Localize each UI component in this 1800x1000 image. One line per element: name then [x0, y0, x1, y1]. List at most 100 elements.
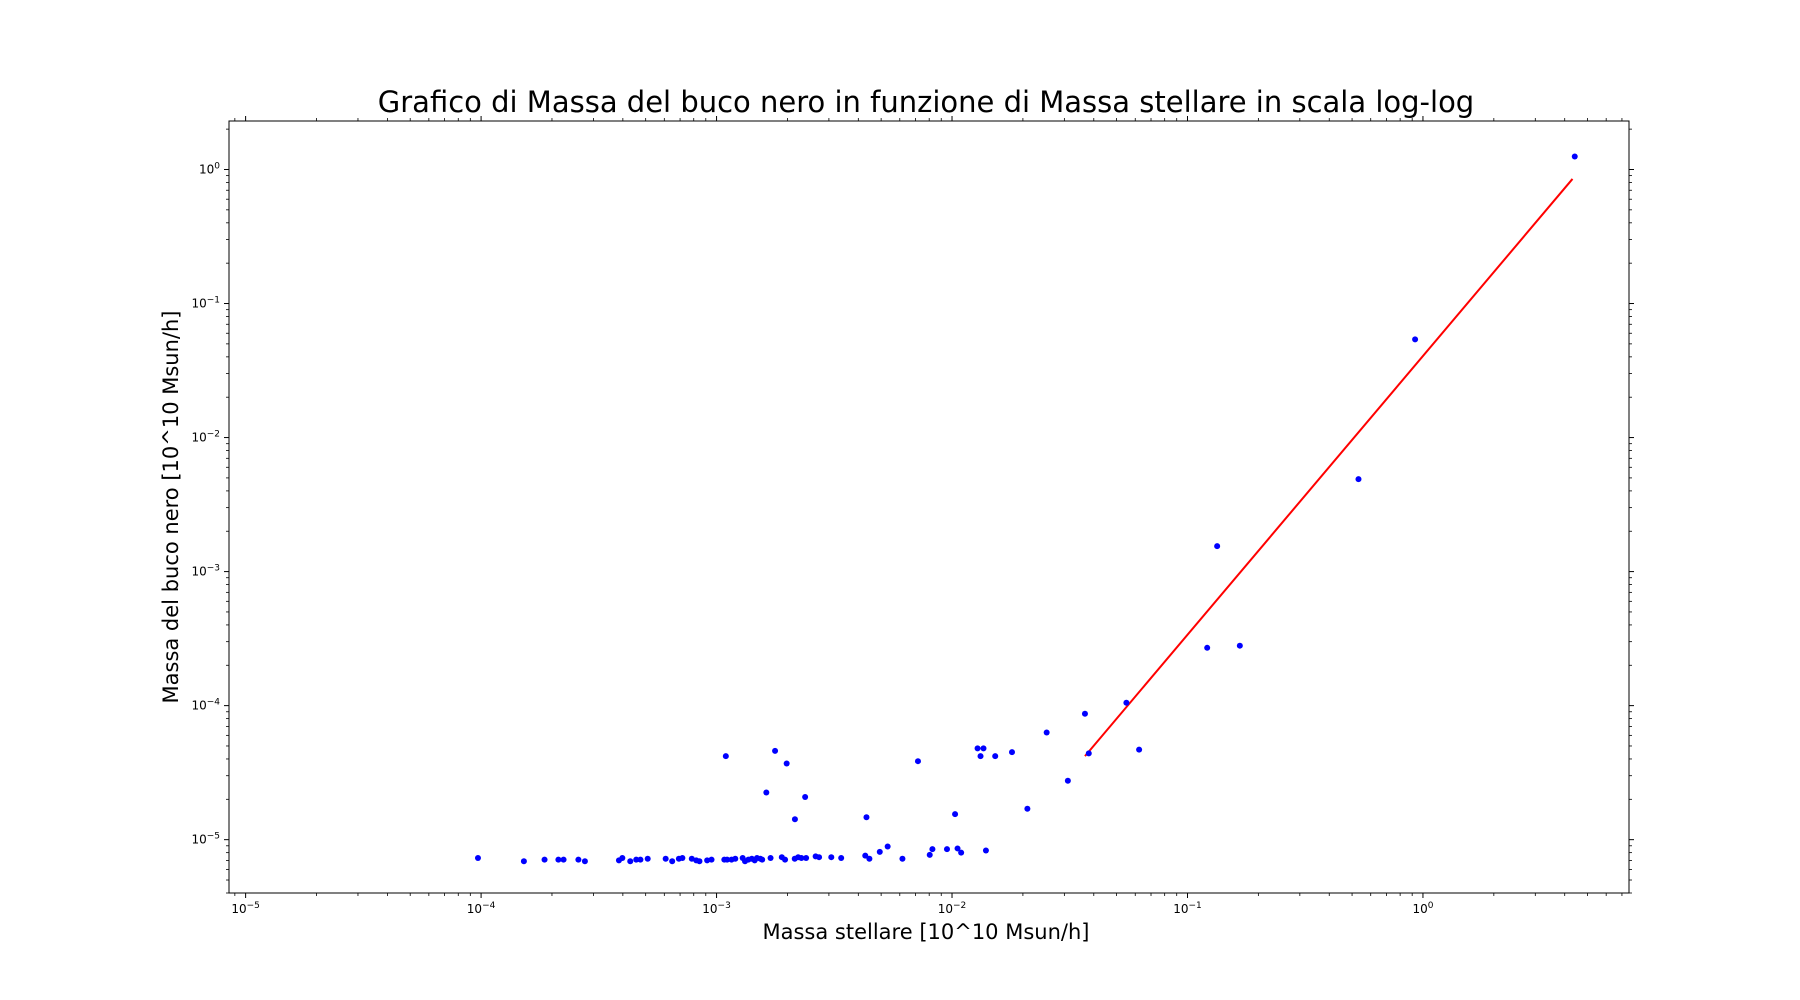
y-tick-exponent: −4 [207, 698, 221, 708]
data-point [943, 846, 950, 853]
plot-area [228, 120, 1630, 894]
x-axis-ticks: 10−5 10−4 10−3 10−2 10−1 100 [231, 116, 1623, 916]
data-point [1085, 750, 1092, 757]
y-tick-label: 10−5 [191, 832, 220, 847]
data-point [863, 814, 870, 821]
y-tick-base: 10 [191, 431, 206, 445]
data-point [926, 851, 933, 858]
fit-line-layer [1084, 178, 1574, 757]
data-point [627, 858, 634, 865]
x-tick-exponent: −4 [482, 901, 496, 911]
data-point [798, 854, 805, 861]
y-tick-label: 10−3 [191, 564, 220, 579]
data-point [1009, 749, 1015, 756]
data-point [802, 794, 809, 801]
data-point [782, 856, 789, 863]
x-tick-label: 10−5 [231, 901, 260, 916]
y-tick-label: 10−4 [191, 698, 220, 713]
x-tick-exponent: −3 [718, 901, 731, 911]
data-point [929, 846, 936, 853]
data-point [982, 847, 989, 854]
x-tick-label: 100 [1412, 901, 1433, 916]
data-point [637, 856, 644, 863]
data-point [791, 816, 798, 823]
data-point [619, 854, 626, 861]
data-point [722, 753, 729, 760]
y-tick-exponent: −3 [207, 564, 220, 574]
chart-title: Grafico di Massa del buco nero in funzio… [378, 85, 1474, 119]
x-tick-base: 10 [1173, 902, 1188, 916]
data-point [828, 854, 835, 861]
y-tick-label: 100 [199, 161, 220, 176]
data-point [662, 855, 669, 862]
data-point [1123, 699, 1130, 706]
x-tick-exponent: −5 [247, 901, 260, 911]
data-point [1081, 710, 1088, 717]
data-point [708, 856, 715, 863]
data-point [992, 753, 999, 760]
data-point [633, 856, 640, 863]
data-point [560, 856, 567, 863]
y-tick-base: 10 [191, 833, 206, 847]
y-tick-base: 10 [191, 565, 206, 579]
data-point [1024, 805, 1031, 812]
data-point [696, 858, 703, 865]
data-point [884, 843, 891, 850]
data-point [669, 858, 676, 865]
data-point [1204, 644, 1211, 651]
data-point [1412, 336, 1419, 343]
data-point [772, 747, 779, 754]
x-tick-exponent: −1 [1188, 901, 1201, 911]
x-tick-label: 10−1 [1173, 901, 1202, 916]
data-point [555, 856, 562, 863]
data-point [866, 855, 873, 862]
y-tick-exponent: −5 [207, 832, 220, 842]
data-point [958, 849, 965, 856]
x-tick-exponent: −2 [953, 901, 966, 911]
x-tick-base: 10 [467, 902, 482, 916]
data-point [732, 855, 739, 862]
data-point [520, 858, 527, 865]
data-point [763, 789, 770, 796]
x-tick-label: 10−4 [467, 901, 496, 916]
y-axis-label: Massa del buco nero [10^10 Msun/h] [159, 311, 183, 704]
fit-line [1084, 178, 1574, 757]
x-tick-base: 10 [1412, 902, 1427, 916]
data-point [759, 856, 766, 863]
y-tick-base: 10 [191, 699, 206, 713]
data-point [1064, 777, 1071, 784]
data-point [952, 811, 959, 818]
y-tick-label: 10−1 [191, 296, 220, 311]
x-tick-base: 10 [702, 902, 717, 916]
y-tick-label: 10−2 [191, 430, 220, 445]
data-point [1043, 729, 1050, 736]
data-point [974, 745, 981, 752]
data-point [1236, 642, 1243, 649]
data-point [980, 745, 987, 752]
data-point [783, 760, 790, 767]
data-point [1571, 153, 1578, 160]
data-point [767, 854, 774, 861]
data-point [954, 845, 961, 852]
data-point [899, 855, 906, 862]
data-points-layer [474, 153, 1578, 865]
data-point [803, 854, 810, 861]
data-point [914, 758, 921, 765]
data-point [679, 854, 686, 861]
data-point [724, 856, 731, 863]
x-tick-base: 10 [231, 902, 246, 916]
data-point [474, 854, 481, 861]
data-point [862, 852, 869, 859]
data-point [581, 858, 588, 865]
data-point [977, 753, 984, 760]
data-point [838, 854, 845, 861]
x-axis-label: Massa stellare [10^10 Msun/h] [763, 920, 1090, 944]
data-point [644, 855, 651, 862]
x-tick-label: 10−3 [702, 901, 731, 916]
data-point [575, 856, 582, 863]
data-point [1136, 746, 1143, 753]
data-point [1355, 476, 1362, 483]
y-tick-exponent: −1 [207, 296, 220, 306]
